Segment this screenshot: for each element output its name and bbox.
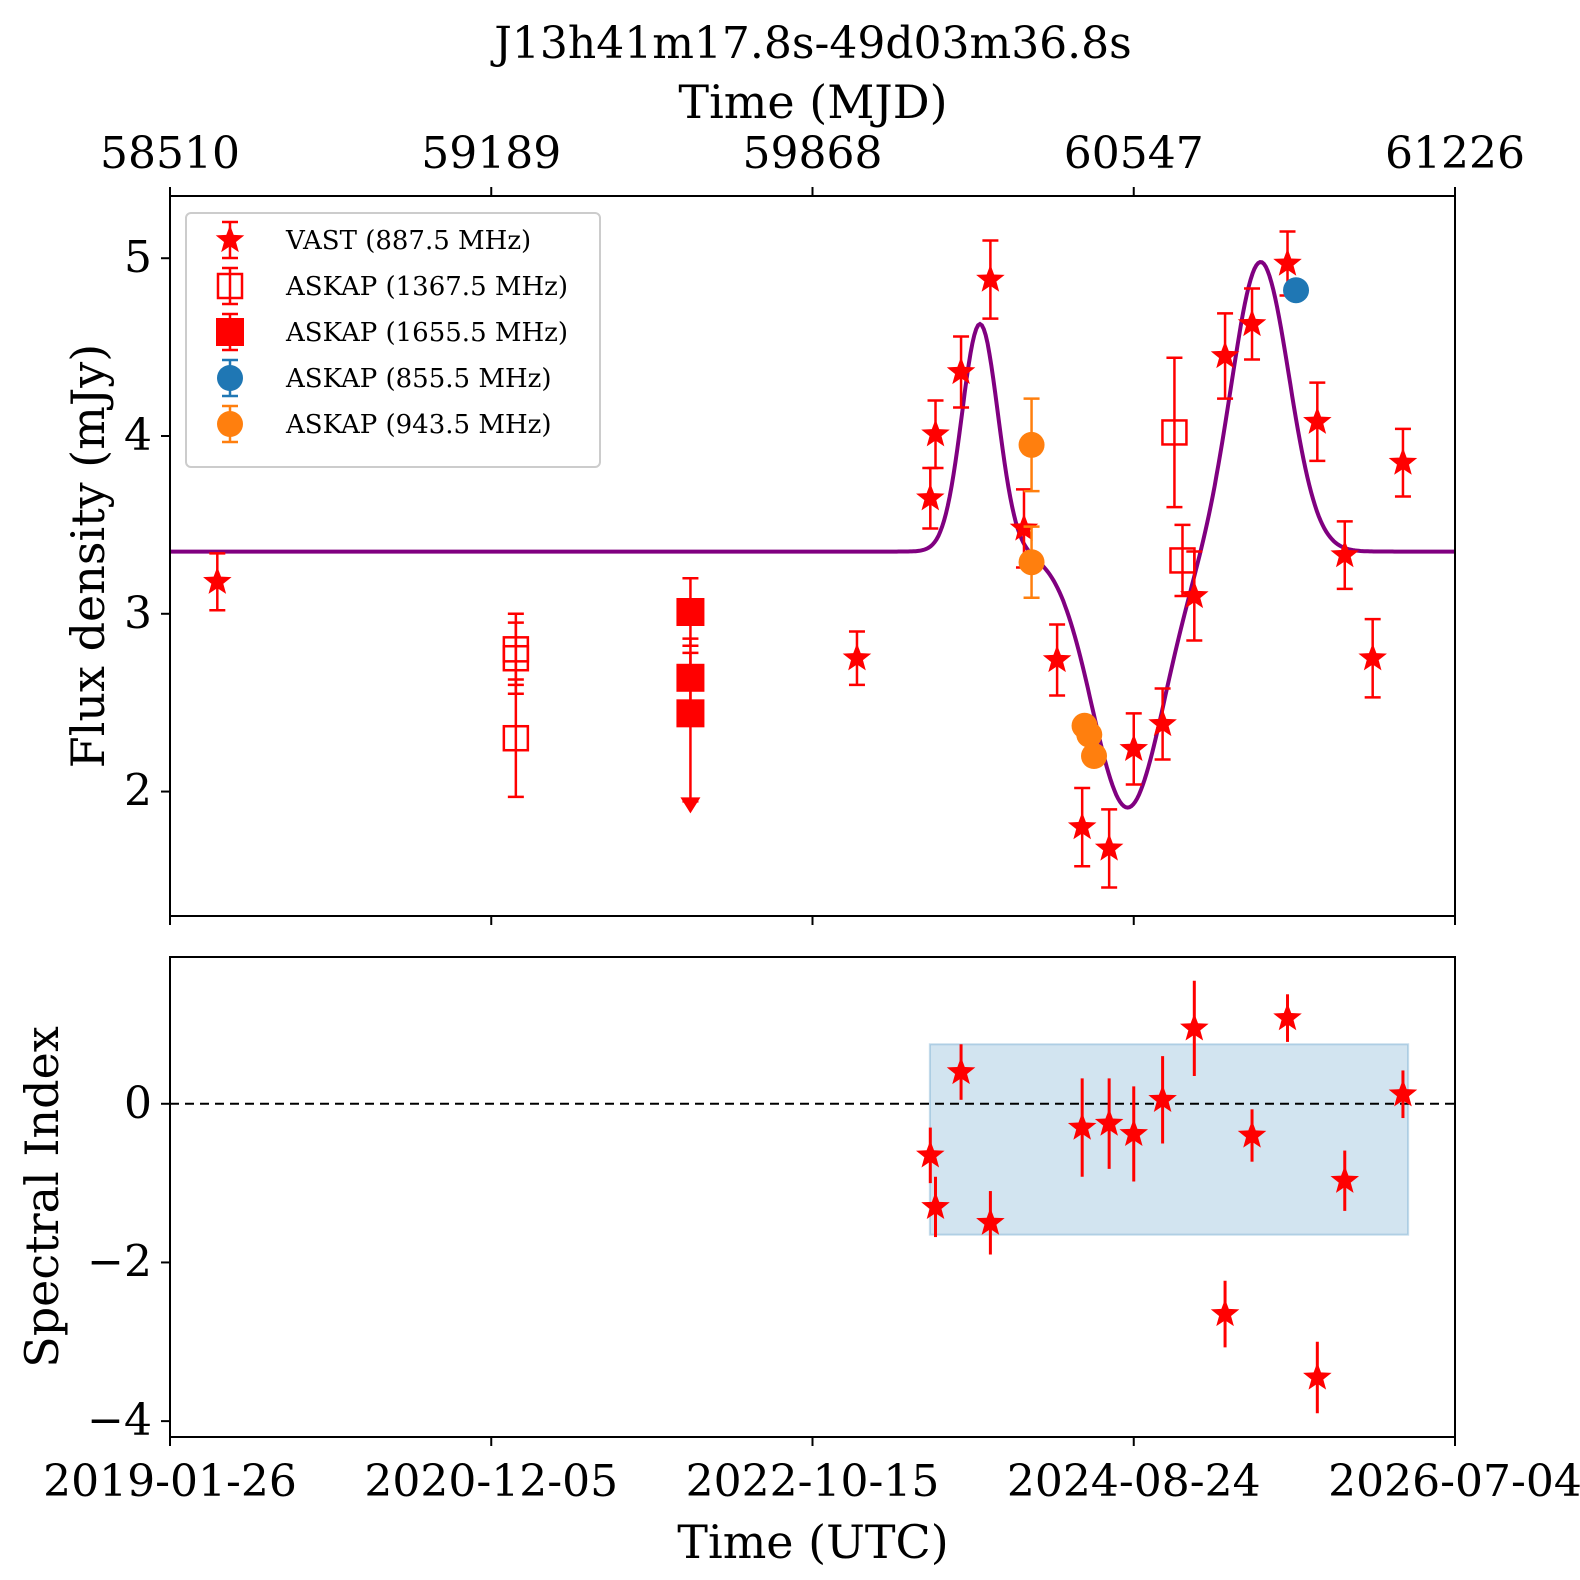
series-askap-1655-5-mhz [676,576,705,814]
error-bar [1166,356,1183,509]
data-point [1210,341,1240,369]
y-tick-label: 0 [124,1078,152,1129]
y-tick-label: 5 [124,232,152,283]
series-askap-855-5-mhz [1283,277,1310,304]
x-tick-label: 2024-08-24 [1007,1456,1261,1507]
data-point [1273,1003,1302,1031]
flux-y-axis-label: Flux density (mJy) [61,344,115,768]
data-point [203,566,232,594]
data-point [1119,1118,1149,1147]
y-tick-label: 4 [124,410,152,461]
spectral-index-panel: 2019-01-26 2020-12-05 2022-10-15 2024-08-24… [15,956,1580,1507]
data-point [1067,1112,1097,1140]
data-point [1303,1362,1332,1390]
x-tick-label: 2022-10-15 [686,1456,940,1507]
data-point [1081,743,1108,769]
data-point [1388,1079,1418,1107]
data-point [946,357,976,385]
data-point [1161,419,1188,446]
data-point [1237,1120,1267,1148]
legend-marker [216,318,244,346]
legend-marker [217,365,243,391]
data-point [502,644,530,672]
data-point [1148,709,1177,737]
top-x-tick-label: 59868 [743,128,883,179]
series-askap-1367-5-mhz [502,356,1196,799]
legend-marker [216,272,244,300]
data-point [1076,721,1103,748]
data-point [1388,447,1418,475]
legend-label: ASKAP (1655.5 MHz) [285,318,568,348]
y-tick-label: 3 [124,588,152,639]
legend-label: VAST (887.5 MHz) [285,226,531,256]
data-point [1180,1013,1209,1041]
data-point [976,264,1005,292]
legend: VAST (887.5 MHz) ASKAP (1367.5 MHz) ASKAP … [185,212,601,468]
legend-marker [215,225,245,253]
data-point [1169,547,1196,574]
model-curve [170,260,1455,810]
top-x-tick-label: 60547 [1064,128,1204,179]
series-askap-943-5-mhz [1018,397,1108,769]
flux-panel: 58510 59189 59868 60547 61226 2 3 4 5 Flux densi… [61,128,1525,925]
y-tick-label: −4 [87,1395,152,1446]
data-point [1094,1108,1124,1136]
legend-label: ASKAP (943.5 MHz) [285,410,551,440]
data-point [1094,833,1124,861]
top-x-tick-label: 59189 [421,128,561,179]
legend-box [185,212,601,468]
data-point [676,699,705,728]
legend-label: ASKAP (855.5 MHz) [285,364,551,394]
error-bar [1174,523,1191,598]
error-bar [507,678,524,799]
data-point [1119,733,1149,762]
series-spectral-index [916,980,1418,1414]
spectral-index-y-axis-label: Spectral Index [15,1026,69,1368]
data-point [1148,1084,1177,1112]
data-point [916,483,945,511]
data-point [976,1207,1005,1235]
figure-title: J13h41m17.8s-49d03m36.8s [490,18,1132,69]
legend-entry: ASKAP (1367.5 MHz) [216,266,568,306]
x-tick-label: 2019-01-26 [43,1456,297,1507]
top-x-axis-label: Time (MJD) [678,75,947,129]
spectral-index-band [928,1043,1410,1236]
bottom-x-axis-label: Time (UTC) [677,1515,948,1569]
data-point [1018,431,1045,458]
x-tick-label: 2026-07-04 [1328,1456,1580,1507]
data-point [1018,549,1045,576]
data-point [921,419,950,447]
legend-entry: ASKAP (855.5 MHz) [217,358,551,398]
data-point [1210,1299,1240,1327]
data-point [676,598,705,626]
y-tick-label: −2 [87,1236,152,1287]
data-point [1180,581,1209,609]
y-tick-label: 2 [124,766,152,817]
data-point [502,724,530,752]
data-point [842,643,872,671]
top-x-tick-label: 58510 [100,128,240,179]
data-point [946,1057,976,1085]
data-point [1330,1165,1360,1193]
upper-limit-arrow [680,797,701,814]
data-point [916,1140,945,1168]
data-point [1237,309,1267,337]
data-point [1358,643,1387,671]
top-x-tick-label: 61226 [1385,128,1525,179]
legend-entry: ASKAP (943.5 MHz) [217,404,551,444]
legend-label: ASKAP (1367.5 MHz) [285,272,568,302]
legend-entry: VAST (887.5 MHz) [215,220,531,260]
data-point [921,1191,950,1220]
data-point [1273,248,1302,276]
data-point [1283,277,1310,304]
data-point [1330,540,1360,568]
data-point [1067,812,1097,840]
data-point [1303,406,1332,434]
series-vast-887-5-mhz [203,230,1418,889]
legend-marker [217,411,243,437]
data-point [1042,645,1072,673]
x-tick-label: 2020-12-05 [364,1456,618,1507]
legend-entry: ASKAP (1655.5 MHz) [216,312,568,352]
